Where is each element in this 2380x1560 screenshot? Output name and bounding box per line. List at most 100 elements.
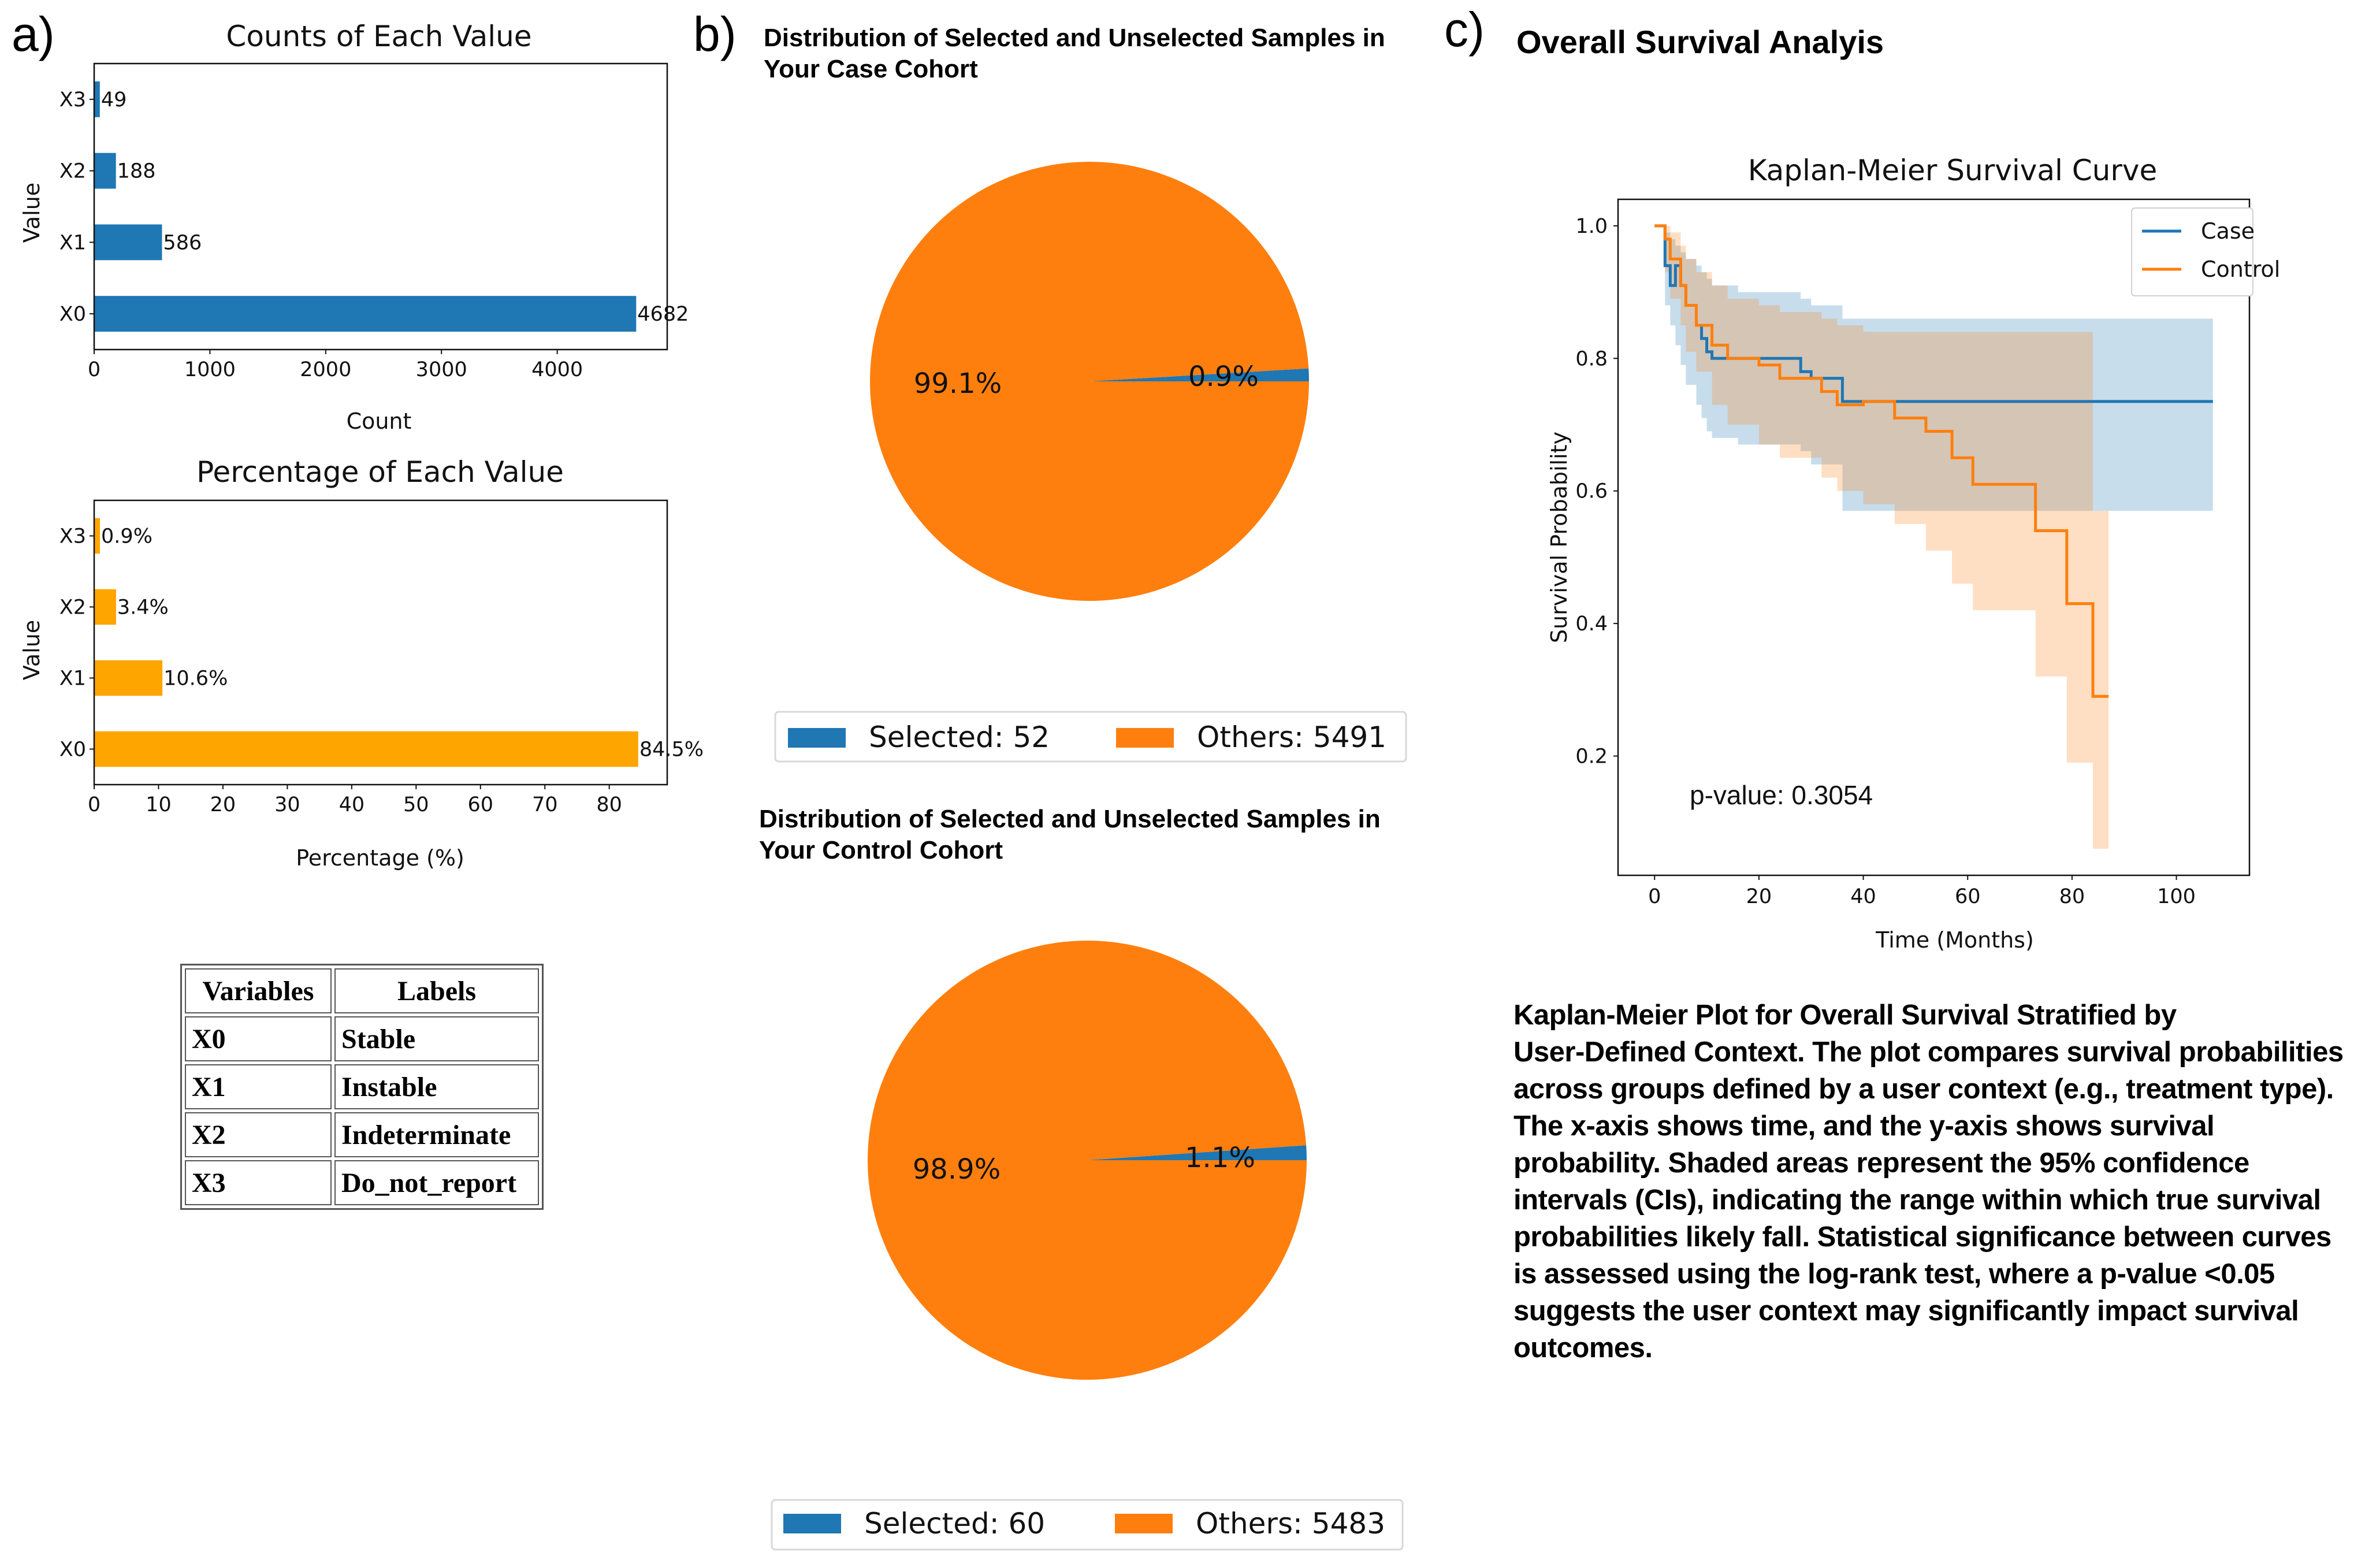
- case-pie-legend: Selected: 52 Others: 5491: [774, 711, 1407, 763]
- table-cell-variable: X1: [185, 1064, 332, 1109]
- table-row: X0 Stable: [185, 1016, 539, 1061]
- caption-line: Kaplan-Meier Plot for Overall Survival S…: [1513, 1000, 2177, 1031]
- percentage-ytick-label: X1: [60, 667, 86, 690]
- counts-ytick-label: X3: [60, 88, 86, 112]
- kaplan-meier-chart: Overall Survival Analyis Kaplan-Meier Su…: [1516, 24, 2280, 953]
- table-cell-variable: X3: [185, 1160, 332, 1205]
- case-pie-title-line-2: Your Case Cohort: [764, 55, 978, 83]
- percentage-xtick-label: 10: [146, 793, 172, 816]
- table-cell-label: Stable: [334, 1016, 539, 1061]
- variable-label-table: Variables Labels X0 Stable X1 Instable X…: [180, 964, 544, 1210]
- counts-ytick-label: X0: [60, 303, 86, 326]
- survival-heading: Overall Survival Analyis: [1516, 24, 1884, 60]
- percentage-axes-frame: [93, 499, 668, 786]
- caption-line: probability. Shaded areas represent the …: [1513, 1147, 2249, 1179]
- counts-x-label: Count: [347, 408, 412, 434]
- control-slice-selected: [1087, 1145, 1307, 1160]
- panel-b-letter: b): [693, 7, 737, 61]
- table-header-labels: Labels: [334, 968, 539, 1013]
- percentage-bar-x0: [94, 731, 638, 767]
- control-legend-others-label: Others: 5483: [1196, 1507, 1385, 1540]
- percentage-value-label-x2: 3.4%: [117, 596, 169, 619]
- case-legend-selected-swatch: [788, 728, 846, 748]
- counts-xtick-label: 0: [88, 358, 101, 381]
- control-pie-legend: Selected: 60 Others: 5483: [771, 1499, 1404, 1551]
- counts-value-label-x2: 188: [117, 160, 156, 183]
- counts-ytick-label: X1: [60, 231, 86, 254]
- counts-ytick-label: X2: [60, 160, 86, 183]
- control-selected-pct-label: 1.1%: [1185, 1142, 1255, 1174]
- counts-xtick-label: 3000: [416, 358, 467, 381]
- percentage-x-label: Percentage (%): [296, 845, 464, 871]
- control-legend-frame: [771, 1499, 1404, 1551]
- caption-line: The x-axis shows time, and the y-axis sh…: [1513, 1110, 2215, 1142]
- percentage-xtick-label: 70: [532, 793, 558, 816]
- percentage-xtick-label: 0: [88, 793, 101, 816]
- caption-line: is assessed using the log-rank test, whe…: [1513, 1258, 2275, 1290]
- control-slice-others: [868, 940, 1307, 1380]
- caption-line: User-Defined Context. The plot compares …: [1513, 1037, 2344, 1068]
- km-ytick-label: 0.6: [1575, 480, 1608, 503]
- percentage-ytick-label: X0: [60, 738, 86, 762]
- table-cell-label: Instable: [334, 1064, 539, 1109]
- percentage-xtick-label: 20: [210, 793, 236, 816]
- km-axes-frame: [1617, 198, 2251, 876]
- table-cell-label: Do_not_report: [334, 1160, 539, 1205]
- percentage-bar-x3: [94, 518, 101, 554]
- case-legend-others-swatch: [1116, 728, 1174, 748]
- counts-bar-x2: [94, 153, 116, 189]
- km-p-value: p-value: 0.3054: [1690, 780, 1873, 810]
- percentage-xtick-label: 40: [339, 793, 365, 816]
- km-legend-case-label: Case: [2201, 218, 2255, 244]
- case-slice-selected: [1089, 368, 1309, 381]
- caption-line: across groups defined by a user context …: [1513, 1074, 2334, 1105]
- counts-bar-x1: [94, 224, 162, 261]
- km-y-label: Survival Probability: [1546, 432, 1572, 643]
- counts-chart-title: Counts of Each Value: [226, 20, 531, 53]
- control-legend-selected-swatch: [783, 1514, 841, 1533]
- control-legend-selected-label: Selected: 60: [864, 1507, 1045, 1540]
- km-xtick-label: 20: [1746, 885, 1772, 908]
- table-row: X1 Instable: [185, 1064, 539, 1109]
- case-pie-title-line-1: Distribution of Selected and Unselected …: [764, 24, 1385, 52]
- km-ytick-label: 1.0: [1575, 215, 1608, 238]
- counts-value-label-x3: 49: [101, 88, 127, 112]
- table-cell-variable: X2: [185, 1112, 332, 1157]
- case-legend-others-label: Others: 5491: [1197, 720, 1386, 754]
- table-cell-variable: X0: [185, 1016, 332, 1061]
- percentage-xtick-label: 80: [596, 793, 622, 816]
- counts-axes-frame: [93, 62, 668, 351]
- percentage-xtick-label: 50: [403, 793, 429, 816]
- case-selected-pct-label: 0.9%: [1188, 361, 1259, 393]
- km-xtick-label: 60: [1955, 885, 1981, 908]
- panel-a-letter: a): [12, 7, 55, 61]
- counts-xtick-label: 2000: [300, 358, 351, 381]
- caption-line: suggests the user context may significan…: [1513, 1295, 2299, 1327]
- caption-line: intervals (CIs), indicating the range wi…: [1513, 1184, 2321, 1216]
- table-header-row: Variables Labels: [185, 968, 539, 1013]
- percentage-bar-x2: [94, 589, 116, 625]
- case-cohort-pie-chart: Distribution of Selected and Unselected …: [764, 24, 1407, 763]
- table-header-variables: Variables: [185, 968, 332, 1013]
- table-row: X2 Indeterminate: [185, 1112, 539, 1157]
- km-xtick-label: 0: [1648, 885, 1661, 908]
- control-others-pct-label: 98.9%: [913, 1153, 1001, 1186]
- control-pie-title-line-2: Your Control Cohort: [759, 836, 1003, 864]
- case-others-pct-label: 99.1%: [914, 367, 1002, 400]
- counts-bar-x3: [94, 81, 100, 117]
- km-ytick-label: 0.2: [1575, 745, 1608, 768]
- km-caption: Kaplan-Meier Plot for Overall Survival S…: [1513, 997, 2363, 1366]
- counts-value-label-x0: 4682: [637, 303, 689, 326]
- control-pie-title-line-1: Distribution of Selected and Unselected …: [759, 805, 1381, 833]
- percentage-bar-x1: [94, 660, 163, 696]
- table-row: X3 Do_not_report: [185, 1160, 539, 1205]
- control-cohort-pie-chart: Distribution of Selected and Unselected …: [759, 805, 1404, 1551]
- km-ci-band-case: [1654, 225, 2213, 511]
- counts-y-label: Value: [19, 183, 44, 243]
- percentage-chart-title: Percentage of Each Value: [196, 455, 564, 489]
- km-x-label: Time (Months): [1875, 927, 2034, 953]
- percentage-xtick-label: 30: [274, 793, 300, 816]
- km-curve-control: [1654, 224, 2109, 698]
